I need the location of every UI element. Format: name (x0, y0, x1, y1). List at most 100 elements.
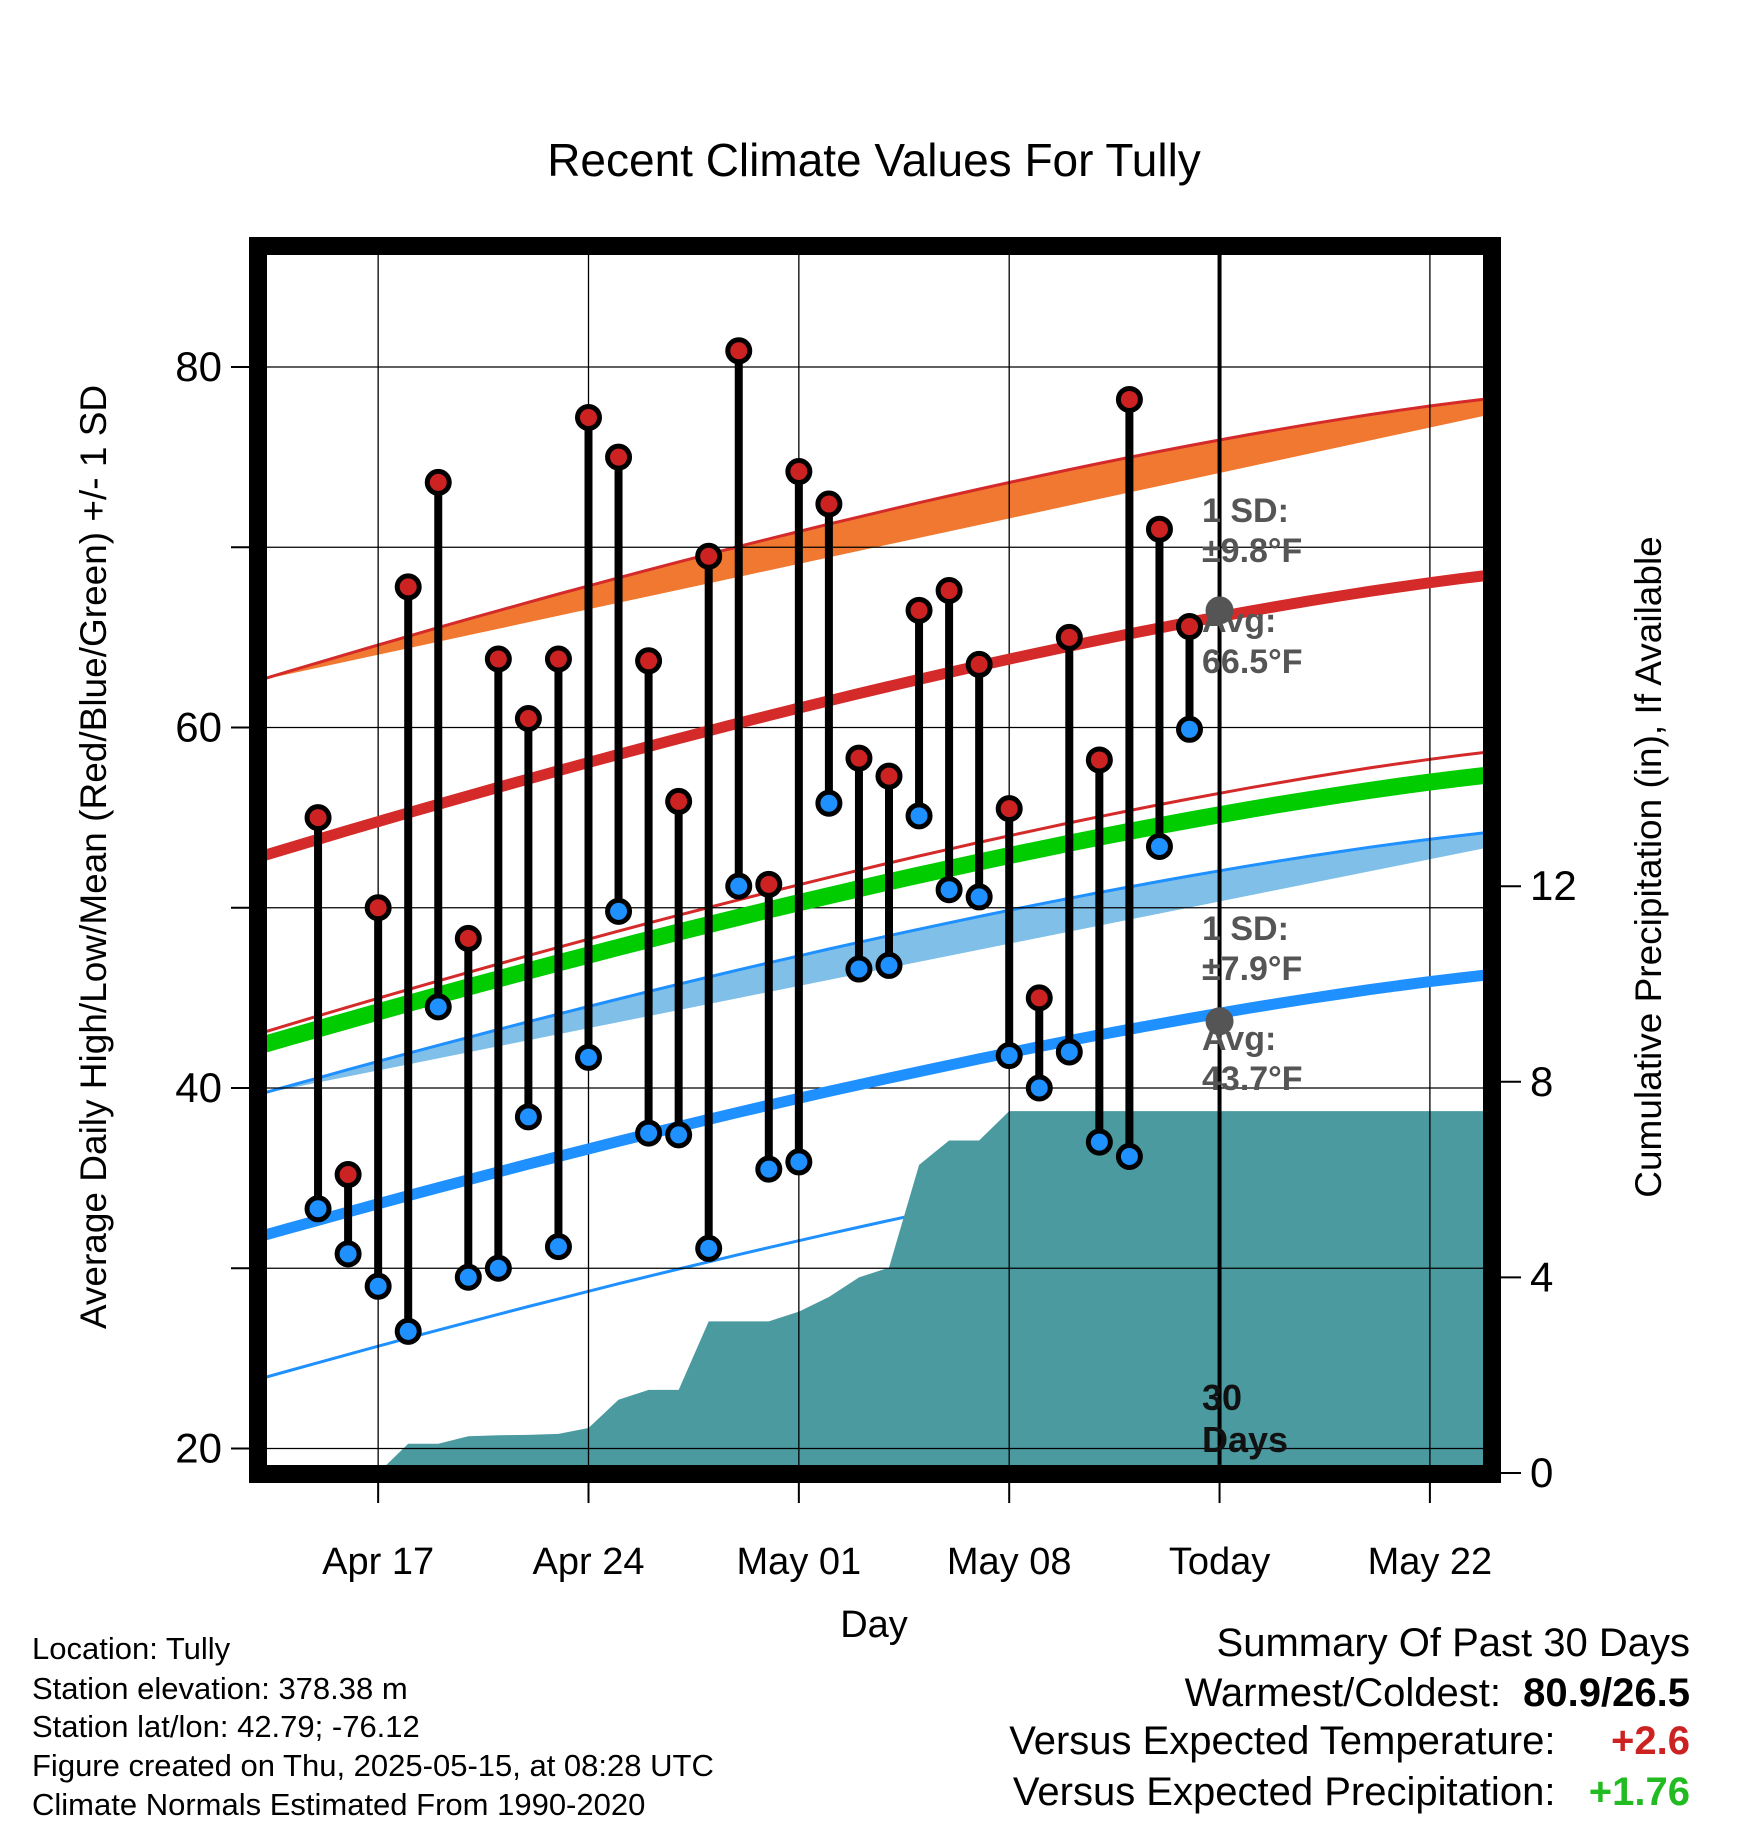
low-sd-label: 1 SD: (1202, 910, 1289, 948)
low-avg-value: 43.7°F (1202, 1060, 1303, 1098)
daily-high-point (1025, 984, 1053, 1012)
low-sd-band (264, 832, 1487, 1094)
daily-high-point (304, 804, 332, 832)
daily-low-point (815, 789, 843, 817)
x-tick-label: May 01 (737, 1541, 862, 1583)
daily-high-point (1115, 385, 1143, 413)
daily-high-point (424, 468, 452, 496)
daily-high-point (1145, 515, 1173, 543)
x-tick-label: May 22 (1368, 1541, 1493, 1583)
daily-high-point (935, 577, 963, 605)
summary-warm-cold-label: Warmest/Coldest: (1184, 1671, 1501, 1715)
normal-high-line (264, 569, 1487, 862)
daily-high-point (785, 458, 813, 486)
summary-precip-label: Versus Expected Precipitation: (1012, 1770, 1556, 1814)
daily-high-point (544, 645, 572, 673)
summary-temp-value: +2.6 (1611, 1719, 1690, 1763)
high-avg-value: 66.5°F (1202, 643, 1303, 681)
daily-low-point (845, 955, 873, 983)
daily-high-point (1055, 623, 1083, 651)
high-sd-label: 1 SD: (1202, 492, 1289, 530)
info-elevation: Station elevation: 378.38 m (32, 1671, 408, 1706)
info-latlon: Station lat/lon: 42.79; -76.12 (32, 1709, 420, 1744)
daily-high-point (755, 870, 783, 898)
window-days-label: Days (1202, 1419, 1288, 1460)
daily-high-point (965, 650, 993, 678)
daily-low-point (1176, 715, 1203, 743)
daily-low-point (995, 1042, 1023, 1070)
daily-low-point (575, 1043, 602, 1071)
summary-warm-cold-value: 80.9/26.5 (1523, 1671, 1690, 1715)
high-sd-lower-edge (264, 750, 1487, 1034)
today-high-avg-marker (1205, 596, 1234, 625)
daily-low-point (905, 802, 933, 830)
daily-low-point (1085, 1128, 1113, 1156)
y-axis-label: Average Daily High/Low/Mean (Red/Blue/Gr… (73, 385, 114, 1329)
daily-high-point (1176, 613, 1203, 641)
daily-low-point (514, 1103, 542, 1131)
high-sd-value: ±9.8°F (1202, 532, 1302, 570)
daily-low-point (484, 1254, 512, 1282)
daily-low-point (965, 883, 993, 911)
daily-high-point (695, 542, 723, 570)
plot-frame (249, 237, 1501, 1483)
x-axis-label: Day (840, 1604, 908, 1646)
y2-tick-label: 0 (1530, 1449, 1553, 1496)
info-location: Location: Tully (32, 1631, 231, 1666)
daily-low-point (605, 897, 633, 925)
info-created: Figure created on Thu, 2025-05-15, at 08… (32, 1748, 714, 1783)
daily-high-point (605, 443, 633, 471)
normal-mean-line (264, 766, 1487, 1054)
daily-high-point (635, 647, 663, 675)
y2-tick-label: 4 (1530, 1253, 1553, 1300)
low-avg-label: Avg: (1202, 1020, 1276, 1058)
y-tick-label: 80 (175, 343, 222, 390)
daily-low-point (935, 876, 963, 904)
high-sd-band (264, 398, 1487, 680)
daily-low-point (785, 1148, 813, 1176)
daily-high-point (394, 573, 422, 601)
x-tick-label: May 08 (947, 1541, 1072, 1583)
summary-temp: Versus Expected Temperature: +2.6 (1009, 1721, 1690, 1761)
high-sd-upper-edge (264, 397, 1487, 681)
daily-high-point (1085, 746, 1113, 774)
daily-high-point (334, 1161, 362, 1189)
summary-title: Summary Of Past 30 Days (1216, 1621, 1690, 1665)
daily-high-point (575, 403, 602, 431)
daily-low-point (454, 1263, 482, 1291)
daily-high-point (995, 795, 1023, 823)
y2-tick-label: 12 (1530, 862, 1577, 909)
low-sd-value: ±7.9°F (1202, 950, 1302, 988)
daily-low-point (304, 1195, 332, 1223)
x-tick-label: Apr 24 (533, 1541, 645, 1583)
daily-high-point (905, 596, 933, 624)
daily-high-point (454, 924, 482, 952)
daily-high-point (484, 645, 512, 673)
daily-low-point (755, 1155, 783, 1183)
daily-high-point (815, 490, 843, 518)
daily-high-point (514, 704, 542, 732)
summary-warm-cold: Warmest/Coldest: 80.9/26.5 (1185, 1673, 1690, 1713)
daily-low-point (334, 1240, 362, 1268)
summary-temp-label: Versus Expected Temperature: (1009, 1719, 1556, 1763)
y2-axis-label: Cumulative Precipitation (in), If Availa… (1628, 536, 1669, 1198)
daily-low-point (725, 872, 753, 900)
daily-low-point (695, 1234, 723, 1262)
daily-low-point (875, 951, 903, 979)
daily-low-point (364, 1272, 392, 1300)
daily-low-point (1145, 832, 1173, 860)
summary-precip: Versus Expected Precipitation: +1.76 (1013, 1772, 1690, 1812)
chart-title: Recent Climate Values For Tully (547, 134, 1201, 186)
y2-tick-label: 8 (1530, 1058, 1553, 1105)
summary-precip-value: +1.76 (1588, 1770, 1690, 1814)
y-tick-label: 40 (175, 1064, 222, 1111)
x-tick-label: Today (1169, 1541, 1270, 1583)
y-tick-label: 20 (175, 1425, 222, 1472)
daily-low-point (665, 1121, 693, 1149)
low-sd-upper-edge (264, 831, 1487, 1095)
daily-low-point (1115, 1142, 1143, 1170)
high-avg-label: Avg: (1202, 602, 1276, 640)
window-days-number: 30 (1202, 1377, 1242, 1418)
normal-low-line (264, 969, 1487, 1242)
